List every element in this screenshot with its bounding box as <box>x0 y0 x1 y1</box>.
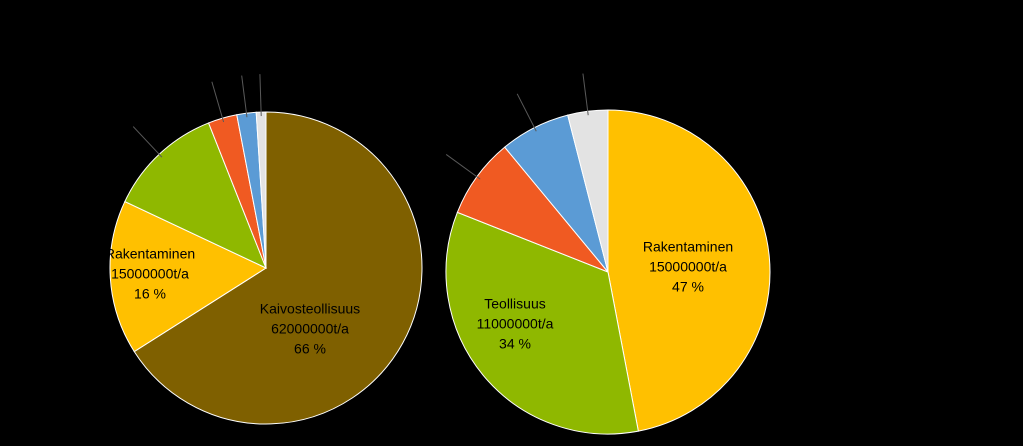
slice-label: Rakentaminen <box>643 239 733 255</box>
amount-label: 62000000t/a <box>271 321 349 337</box>
pie-slice <box>133 111 423 425</box>
amount-label: 15000000t/a <box>111 266 189 282</box>
leader-line <box>445 154 481 180</box>
value-label: 34 % <box>499 336 531 352</box>
amount-label: 11000000t/a <box>477 316 554 332</box>
leader-line <box>582 73 589 116</box>
leader-line <box>132 126 163 158</box>
leader-line <box>259 74 262 117</box>
value-label: 66 % <box>294 341 326 357</box>
pie-slice <box>109 200 268 353</box>
value-label: 47 % <box>672 279 704 295</box>
leader-line <box>516 93 537 132</box>
slice-label: Teollisuus <box>484 296 545 312</box>
leader-line <box>241 75 248 118</box>
leader-line <box>211 81 225 123</box>
amount-label: 15000000t/a <box>649 259 727 275</box>
pie-slice <box>607 109 771 432</box>
pie-slice <box>445 211 639 435</box>
value-label: 16 % <box>134 286 166 302</box>
slice-label: Rakentaminen <box>105 246 195 262</box>
slice-label: Kaivosteollisuus <box>260 301 360 317</box>
